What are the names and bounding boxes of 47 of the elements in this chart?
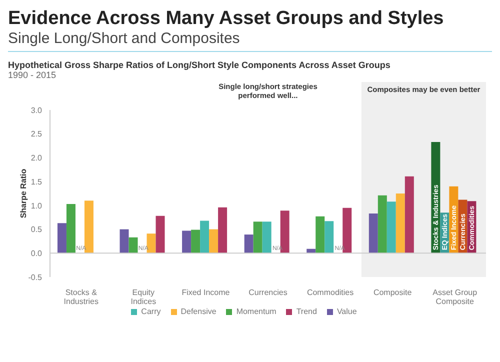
bar — [378, 195, 387, 254]
x-tick-label: Commodities — [306, 288, 354, 297]
bar — [200, 220, 210, 254]
y-tick-label: 0.5 — [30, 225, 43, 234]
text: Hypothetical Gross Sharpe Ratios of Long/Short Style Components Across Asset Groups — [8, 60, 392, 70]
bar — [262, 222, 272, 254]
bar — [386, 202, 396, 254]
bar — [191, 230, 200, 254]
text: 1990 - 2015 — [8, 70, 58, 80]
y-tick-label: -0.5 — [28, 272, 43, 282]
bar — [182, 230, 192, 254]
legend-label: Trend — [296, 307, 317, 316]
legend-label: Carry — [141, 307, 161, 316]
bar — [316, 216, 325, 254]
bar — [209, 229, 218, 254]
y-tick-label: 1.0 — [30, 201, 43, 210]
chart-subtitle: Single Long/Short and Composites — [8, 30, 492, 52]
bar — [396, 194, 405, 254]
x-tick-label: Stocks & Industries — [64, 288, 98, 306]
y-tick-label: 2.5 — [30, 130, 43, 139]
bar — [404, 176, 414, 254]
bar — [244, 234, 254, 254]
legend-label: Value — [336, 307, 357, 316]
legend-label: Momentum — [236, 307, 276, 316]
bar — [324, 221, 334, 254]
bar — [120, 229, 129, 254]
bar — [128, 237, 138, 254]
bar — [57, 223, 66, 254]
legend-label: Defensive — [180, 307, 216, 316]
y-axis-title: Sharpe Ratio — [18, 168, 28, 218]
bar — [84, 200, 94, 254]
bar — [146, 234, 156, 254]
y-tick-label: 3.0 — [30, 106, 43, 115]
x-tick-label: Fixed Income — [182, 288, 230, 297]
bar — [66, 204, 76, 254]
y-tick-label: 0.0 — [30, 248, 43, 258]
bar — [253, 222, 262, 254]
x-tick-label: Equity Indices — [130, 288, 156, 306]
x-tick-label: Currencies — [248, 288, 288, 297]
bar — [368, 214, 378, 254]
x-tick-label: Asset Group Composite — [432, 288, 478, 306]
bar — [156, 216, 165, 254]
bar — [218, 207, 228, 254]
y-tick-label: 2.0 — [30, 154, 43, 163]
x-tick-label: Composite — [373, 288, 412, 297]
chart-title: Evidence Across Many Asset Groups and Styles — [8, 8, 445, 30]
y-tick-label: 1.5 — [30, 177, 43, 186]
